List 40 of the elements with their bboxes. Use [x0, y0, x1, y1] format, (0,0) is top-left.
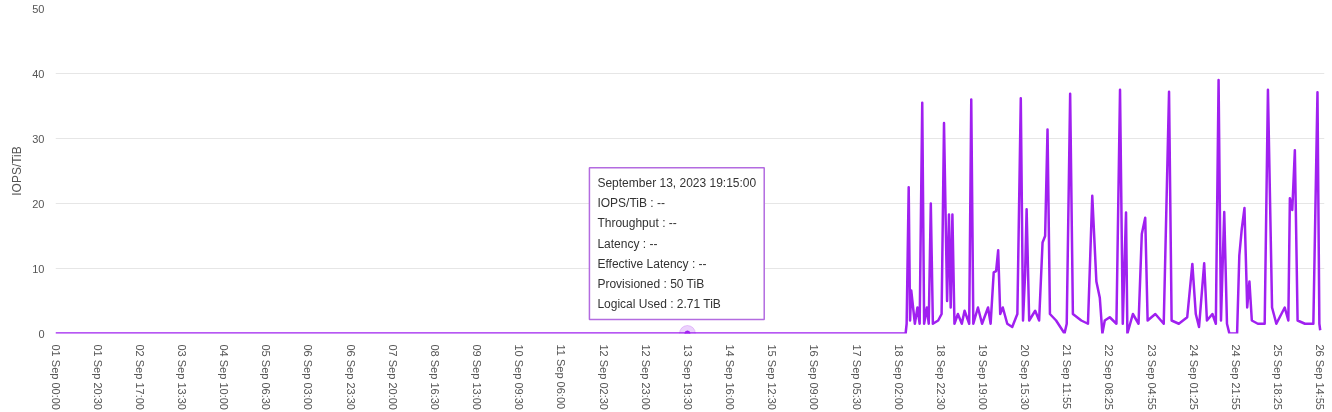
x-tick-label: 15 Sep 12:30: [766, 344, 779, 410]
x-tick-label: 25 Sep 18:25: [1272, 344, 1285, 410]
x-tick-label: 07 Sep 20:00: [386, 344, 399, 410]
x-tick-label: 21 Sep 11:55: [1061, 344, 1074, 410]
x-tick-label: 24 Sep 21:55: [1229, 344, 1242, 410]
y-tick-label: 50: [32, 2, 45, 15]
y-tick-label: 10: [32, 262, 45, 275]
x-tick-label: 17 Sep 05:30: [850, 344, 863, 410]
x-tick-label: 11 Sep 06:00: [555, 344, 568, 410]
x-tick-label: 06 Sep 03:00: [302, 344, 315, 410]
x-tick-label: 22 Sep 08:25: [1103, 344, 1116, 410]
y-tick-label: 20: [32, 197, 45, 210]
x-tick-label: 16 Sep 09:00: [808, 344, 821, 410]
y-tick-label: 0: [38, 327, 45, 340]
x-tick-label: 20 Sep 15:30: [1019, 344, 1032, 410]
x-tick-label: 06 Sep 23:30: [344, 344, 357, 410]
line-series: [55, 78, 1322, 334]
x-tick-label: 18 Sep 02:00: [892, 344, 905, 410]
x-tick-label: 18 Sep 22:30: [934, 344, 947, 410]
x-tick-label: 13 Sep 19:30: [681, 344, 694, 410]
x-tick-label: 23 Sep 04:55: [1145, 344, 1158, 410]
x-tick-label: 26 Sep 14:55: [1314, 344, 1327, 410]
x-tick-label: 01 Sep 00:00: [49, 344, 62, 410]
x-tick-label: 10 Sep 09:30: [513, 344, 526, 410]
x-tick-label: 12 Sep 23:00: [639, 344, 652, 410]
x-tick-label: 02 Sep 17:00: [133, 344, 146, 410]
x-tick-label: 24 Sep 01:25: [1187, 344, 1200, 410]
x-tick-label: 14 Sep 16:00: [724, 344, 737, 410]
x-tick-label: 01 Sep 20:30: [91, 344, 104, 410]
x-tick-label: 12 Sep 02:30: [597, 344, 610, 410]
x-tick-label: 03 Sep 13:30: [175, 344, 188, 410]
x-tick-label: 08 Sep 16:30: [428, 344, 441, 410]
x-tick-label: 05 Sep 06:30: [260, 344, 273, 410]
x-tick-label: 04 Sep 10:00: [218, 344, 231, 410]
x-tick-label: 19 Sep 19:00: [977, 344, 990, 410]
y-axis-title: IOPS/TiB: [10, 146, 25, 196]
x-tick-label: 09 Sep 13:00: [471, 344, 484, 410]
y-tick-label: 40: [32, 67, 45, 80]
annotation: September 13, 2023 19:15:00 IOPS/TiB : -- Throughput : -- Latency : -- Effective Latency : -- Provisioned : 50 TiB Logical Used : 2.71 TiB: [597, 175, 757, 312]
y-tick-label: 30: [32, 132, 45, 145]
